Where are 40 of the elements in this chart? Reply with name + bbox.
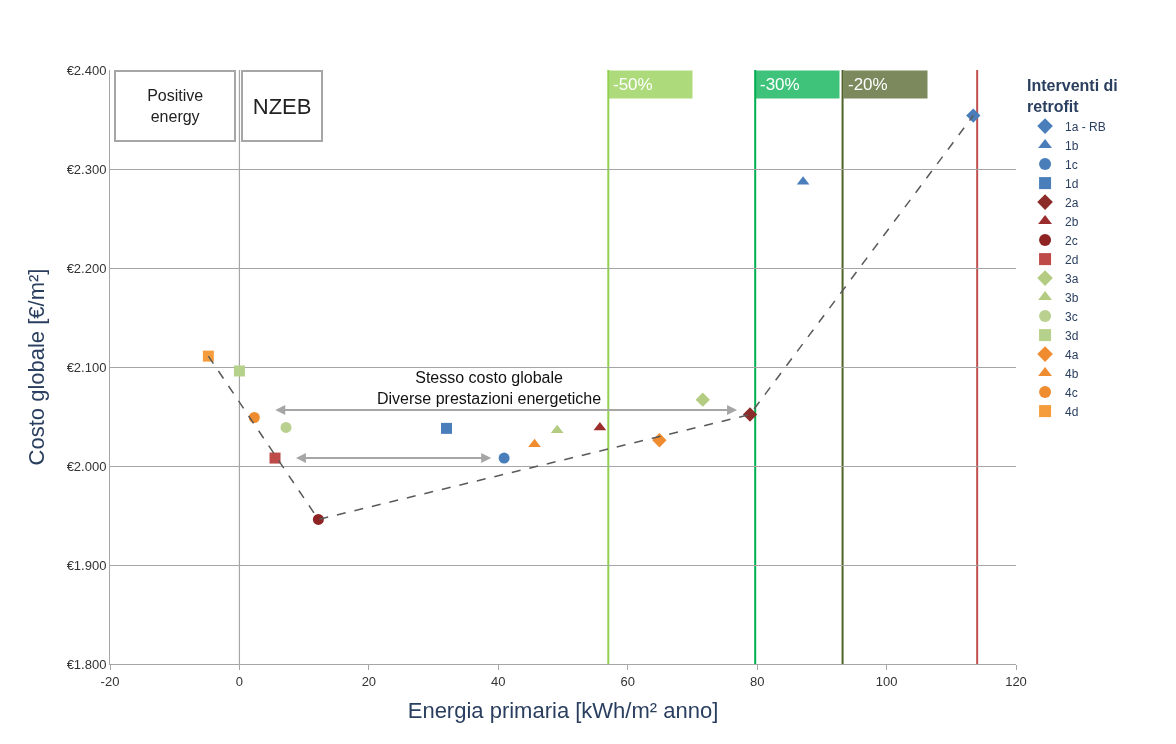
legend-label: 1c	[1065, 157, 1078, 172]
x-tick-label: 0	[235, 673, 244, 689]
x-tick-label: 100	[875, 673, 898, 689]
x-tick-label: 80	[749, 673, 765, 689]
y-tick-label: €2.400	[66, 62, 107, 78]
y-tick-label: €2.000	[66, 458, 107, 474]
x-tick-label: 40	[491, 673, 506, 689]
x-tick-label: -20	[100, 673, 120, 689]
annotation: NZEB	[252, 93, 312, 119]
y-axis-title: Costo globale [€/m²]	[24, 268, 50, 466]
legend-label: 3a	[1065, 271, 1079, 286]
legend-label: 3b	[1065, 290, 1079, 305]
legend-label: 3d	[1065, 328, 1079, 343]
x-tick-label: 60	[620, 673, 635, 689]
y-tick-label: €1.800	[66, 656, 107, 672]
y-tick-label: €2.200	[66, 260, 107, 276]
legend-label: 2a	[1065, 195, 1079, 210]
annotation: Positive energy	[147, 87, 204, 125]
y-tick-label: €1.900	[66, 557, 107, 573]
legend-title: Interventi di retrofit	[1027, 76, 1118, 115]
x-tick-label: 20	[361, 673, 377, 689]
annotation: -50%	[613, 75, 653, 94]
legend-label: 3c	[1065, 309, 1078, 324]
legend-label: 2d	[1065, 252, 1079, 267]
y-tick-label: €2.100	[66, 359, 107, 375]
x-axis-title: Energia primaria [kWh/m² anno]	[407, 698, 719, 724]
legend-label: 4a	[1065, 347, 1079, 362]
legend-label: 4b	[1065, 366, 1079, 381]
legend-label: 2b	[1065, 214, 1079, 229]
annotation: -30%	[760, 75, 800, 94]
legend-label: 4c	[1065, 385, 1078, 400]
annotation: Stesso costo globale Diverse prestazioni energetiche	[377, 369, 602, 407]
legend-label: 4d	[1065, 404, 1079, 419]
legend-label: 1b	[1065, 138, 1079, 153]
legend-label: 2c	[1065, 233, 1078, 248]
x-tick-label: 120	[1005, 673, 1027, 689]
legend-label: 1d	[1065, 176, 1079, 191]
y-tick-label: €2.300	[66, 161, 107, 177]
annotation: -20%	[848, 75, 888, 94]
legend-label: 1a - RB	[1065, 119, 1106, 134]
